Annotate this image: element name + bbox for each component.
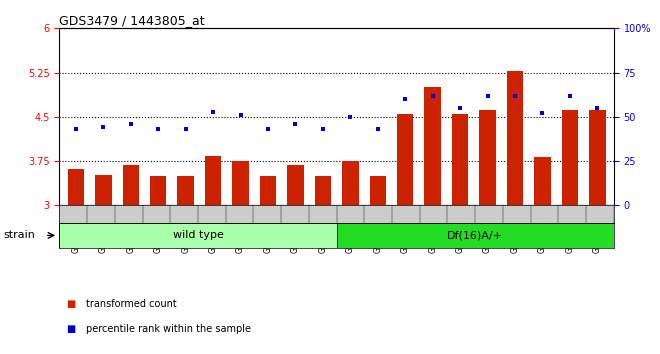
Point [372, 126, 383, 132]
Bar [95, 175, 112, 205]
Point [235, 112, 246, 118]
Bar [287, 165, 304, 205]
Bar [589, 110, 606, 205]
Text: GDS3479 / 1443805_at: GDS3479 / 1443805_at [59, 14, 205, 27]
Bar [59, 223, 337, 248]
Bar [342, 161, 358, 205]
Point [537, 110, 548, 116]
Point [125, 121, 136, 127]
Point [290, 121, 301, 127]
Point [455, 105, 465, 111]
Text: transformed count: transformed count [86, 299, 177, 309]
Point [482, 93, 493, 98]
Text: ■: ■ [66, 324, 75, 334]
Point [400, 96, 411, 102]
Point [428, 93, 438, 98]
Text: Df(16)A/+: Df(16)A/+ [447, 230, 503, 240]
Point [592, 105, 603, 111]
Text: ■: ■ [66, 299, 75, 309]
Bar [178, 176, 194, 205]
Point [510, 93, 520, 98]
Bar [562, 110, 578, 205]
Bar [534, 157, 550, 205]
Text: strain: strain [3, 230, 35, 240]
Point [208, 109, 218, 114]
Text: percentile rank within the sample: percentile rank within the sample [86, 324, 251, 334]
Bar [397, 114, 413, 205]
Point [345, 114, 356, 120]
Point [98, 125, 109, 130]
Bar [123, 165, 139, 205]
Bar [424, 87, 441, 205]
Point [180, 126, 191, 132]
Bar [479, 110, 496, 205]
Bar [260, 176, 277, 205]
Point [317, 126, 328, 132]
Bar [337, 223, 614, 248]
Bar [150, 176, 166, 205]
Point [71, 126, 81, 132]
Bar [232, 161, 249, 205]
Bar [315, 176, 331, 205]
Point [153, 126, 164, 132]
Text: wild type: wild type [172, 230, 224, 240]
Bar [452, 114, 469, 205]
Point [263, 126, 273, 132]
Bar [205, 156, 221, 205]
Bar [507, 71, 523, 205]
Bar [67, 169, 84, 205]
Bar [370, 176, 386, 205]
Point [564, 93, 575, 98]
